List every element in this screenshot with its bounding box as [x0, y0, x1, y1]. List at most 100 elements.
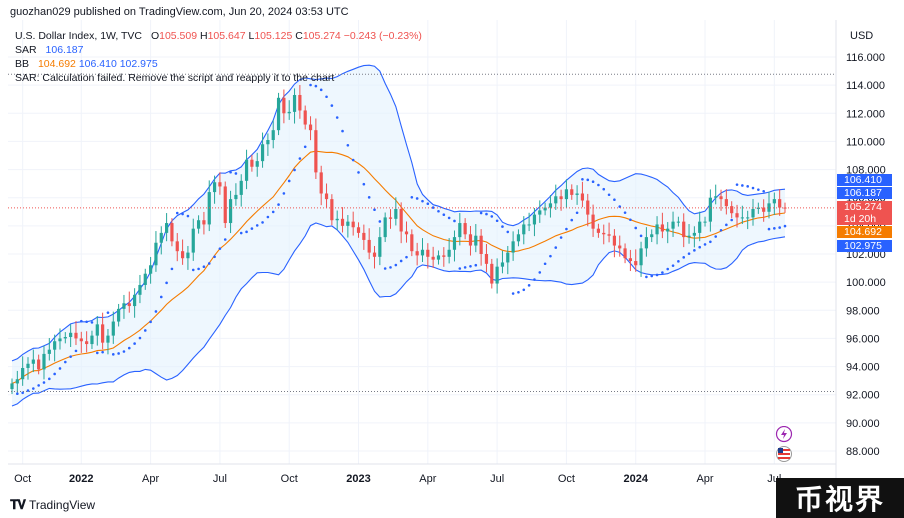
y-tick-label-12: 112.000 — [846, 108, 885, 120]
us-flag-stripe-1 — [778, 449, 790, 451]
y-tick-label-2: 92.000 — [846, 390, 880, 402]
candle-body-128 — [692, 232, 696, 236]
high-value: 105.647 — [207, 30, 246, 42]
bollinger-fill — [12, 65, 785, 406]
sar-dot-31 — [175, 211, 179, 215]
candle-body-82 — [447, 249, 451, 257]
badge-basis: 104.692 — [837, 226, 892, 238]
x-tick-label-1: 2022 — [69, 473, 93, 485]
candle-body-49 — [271, 130, 275, 141]
sar-dot-105 — [570, 218, 574, 222]
candle-body-48 — [266, 140, 270, 145]
candle-body-73 — [399, 208, 403, 232]
sar-dot-26 — [149, 320, 152, 324]
x-tick-label-4: Oct — [281, 473, 298, 485]
badge-lower: 102.975 — [837, 240, 892, 252]
sar-dot-76 — [415, 197, 419, 200]
sar-dot-60 — [330, 104, 334, 107]
legend-bb-row[interactable]: BB 104.692 106.410 102.975 — [15, 57, 422, 71]
symbol-title[interactable]: U.S. Dollar Index, 1W, TVC — [15, 30, 143, 42]
y-tick-label-5: 98.000 — [846, 305, 880, 317]
sar-dot-45 — [250, 227, 254, 230]
sar-dot-75 — [410, 195, 414, 199]
candle-body-109 — [591, 214, 595, 229]
candle-body-142 — [767, 203, 771, 212]
y-tick-label-6: 100.000 — [846, 277, 886, 289]
sar-dot-54 — [298, 157, 302, 160]
sar-dot-89 — [485, 212, 488, 216]
sar-dot-17 — [101, 350, 104, 354]
close-value: 105.274 — [302, 30, 341, 42]
us-flag-canton — [778, 448, 783, 453]
legend-sar-row[interactable]: SAR 106.187 — [15, 43, 422, 57]
sar-dot-18 — [106, 311, 110, 314]
sar-dot-81 — [442, 213, 446, 216]
candle-body-55 — [303, 110, 307, 125]
candle-body-117 — [634, 261, 638, 266]
sar-dot-37 — [207, 262, 211, 265]
high-label: H — [200, 30, 208, 42]
candle-body-94 — [511, 241, 515, 253]
candle-body-110 — [596, 228, 601, 233]
badge-last-price: 105.274 — [837, 201, 892, 213]
candle-body-68 — [372, 252, 377, 257]
sar-dot-92 — [501, 225, 504, 228]
sar-dot-77 — [421, 199, 424, 203]
bb-basis-value: 104.692 — [37, 58, 76, 70]
candle-body-44 — [244, 159, 249, 181]
sar-dot-142 — [767, 227, 771, 231]
sar-dot-99 — [538, 271, 542, 274]
legend-ohlc-row[interactable]: U.S. Dollar Index, 1W, TVC O105.509 H105… — [15, 29, 422, 43]
currency-label[interactable]: USD — [850, 30, 874, 42]
sar-dot-70 — [383, 267, 387, 270]
candle-body-84 — [458, 223, 462, 238]
sar-dot-20 — [117, 352, 120, 355]
x-tick-label-0: Oct — [14, 473, 31, 485]
x-tick-label-7: Jul — [490, 473, 504, 485]
sar-label: SAR — [15, 44, 37, 56]
sar-dot-138 — [746, 185, 749, 188]
sar-dot-103 — [559, 236, 563, 239]
sar-dot-33 — [186, 214, 190, 218]
close-label: C — [295, 30, 303, 42]
sar-dot-44 — [245, 230, 248, 234]
candle-body-98 — [532, 214, 537, 225]
candle-body-133 — [719, 196, 723, 200]
sar-dot-84 — [458, 267, 462, 270]
us-flag-stripe-3 — [778, 457, 790, 459]
sar-dot-66 — [362, 182, 366, 186]
candle-body-137 — [740, 217, 744, 219]
sar-dot-19 — [111, 353, 115, 356]
candle-body-62 — [340, 218, 345, 226]
sar-dot-79 — [431, 206, 435, 209]
event-icons[interactable] — [774, 426, 794, 466]
sar-dot-56 — [309, 83, 312, 87]
low-label: L — [248, 30, 255, 42]
sar-dot-140 — [757, 188, 760, 191]
candle-body-83 — [452, 237, 457, 250]
sar-dot-58 — [319, 88, 323, 92]
sar-value: 106.187 — [45, 44, 84, 56]
candle-body-89 — [484, 254, 489, 264]
sar-dot-112 — [607, 193, 611, 197]
sar-dot-97 — [527, 284, 531, 287]
sar-dot-123 — [666, 267, 670, 271]
x-tick-label-5: 2023 — [346, 473, 370, 485]
tradingview-logo[interactable]: 𝐓𝐕 TradingView — [10, 497, 95, 513]
sar-dot-3 — [26, 389, 30, 392]
sar-dot-61 — [335, 116, 339, 119]
sar-dot-41 — [229, 170, 232, 174]
sar-dot-49 — [271, 210, 275, 214]
candle-body-95 — [516, 234, 521, 242]
sar-dot-30 — [170, 267, 174, 271]
candle-body-123 — [666, 228, 670, 232]
candle-body-92 — [500, 262, 505, 267]
candle-body-122 — [660, 224, 664, 232]
candle-body-129 — [698, 221, 702, 233]
candle-body-50 — [276, 97, 281, 131]
candle-body-125 — [676, 221, 680, 223]
candle-body-124 — [671, 221, 675, 229]
candle-body-12 — [74, 332, 78, 339]
dotted-levels — [8, 73, 836, 393]
